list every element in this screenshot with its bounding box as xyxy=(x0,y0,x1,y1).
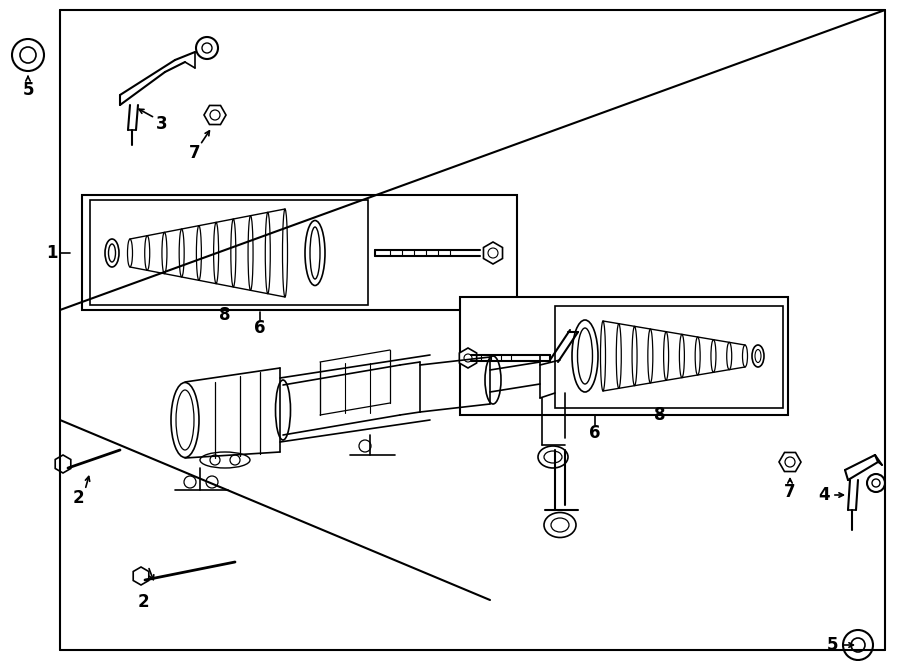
Ellipse shape xyxy=(266,212,270,293)
Ellipse shape xyxy=(544,451,562,463)
Ellipse shape xyxy=(726,342,732,369)
Ellipse shape xyxy=(711,340,716,372)
Bar xyxy=(460,297,788,415)
Ellipse shape xyxy=(176,390,194,450)
Text: 8: 8 xyxy=(220,306,230,324)
Ellipse shape xyxy=(752,345,764,367)
Ellipse shape xyxy=(109,244,115,262)
Circle shape xyxy=(785,457,795,467)
Ellipse shape xyxy=(648,329,652,383)
Ellipse shape xyxy=(305,221,325,286)
Ellipse shape xyxy=(105,239,119,267)
Ellipse shape xyxy=(742,345,748,367)
Ellipse shape xyxy=(578,328,592,384)
Ellipse shape xyxy=(632,327,637,385)
Circle shape xyxy=(20,47,36,63)
Circle shape xyxy=(184,476,196,488)
Circle shape xyxy=(359,440,371,452)
Ellipse shape xyxy=(600,321,606,391)
Text: 8: 8 xyxy=(654,406,666,424)
Ellipse shape xyxy=(128,239,132,267)
Ellipse shape xyxy=(538,446,568,468)
Ellipse shape xyxy=(200,452,250,468)
Circle shape xyxy=(206,476,218,488)
Text: 6: 6 xyxy=(254,319,266,337)
Circle shape xyxy=(230,455,240,465)
Ellipse shape xyxy=(485,356,501,404)
Circle shape xyxy=(12,39,44,71)
Circle shape xyxy=(210,455,220,465)
Text: 2: 2 xyxy=(72,489,84,507)
Text: 5: 5 xyxy=(22,81,34,99)
Circle shape xyxy=(464,354,472,362)
Text: 7: 7 xyxy=(189,144,201,162)
Ellipse shape xyxy=(663,332,669,380)
Ellipse shape xyxy=(196,225,202,280)
Ellipse shape xyxy=(867,474,885,492)
Text: 1: 1 xyxy=(46,244,58,262)
Ellipse shape xyxy=(213,222,219,284)
Ellipse shape xyxy=(275,380,291,440)
Text: 3: 3 xyxy=(157,115,167,133)
Ellipse shape xyxy=(283,209,287,297)
Ellipse shape xyxy=(145,236,149,270)
Bar xyxy=(90,200,368,305)
Ellipse shape xyxy=(202,43,212,53)
Ellipse shape xyxy=(162,232,166,274)
Text: 6: 6 xyxy=(590,424,601,442)
Circle shape xyxy=(488,248,498,258)
Ellipse shape xyxy=(171,383,199,457)
Ellipse shape xyxy=(695,337,700,375)
Ellipse shape xyxy=(551,518,569,532)
Circle shape xyxy=(210,110,220,120)
Ellipse shape xyxy=(572,320,598,392)
Ellipse shape xyxy=(248,215,253,290)
Ellipse shape xyxy=(616,324,621,388)
Ellipse shape xyxy=(310,227,320,279)
Ellipse shape xyxy=(872,479,880,487)
Text: 4: 4 xyxy=(818,486,830,504)
Text: 5: 5 xyxy=(827,636,839,654)
Ellipse shape xyxy=(544,512,576,537)
Ellipse shape xyxy=(680,334,684,377)
Ellipse shape xyxy=(230,219,236,287)
Ellipse shape xyxy=(755,350,761,362)
Ellipse shape xyxy=(179,229,184,277)
Ellipse shape xyxy=(196,37,218,59)
Text: 7: 7 xyxy=(784,483,796,501)
Bar xyxy=(82,195,517,310)
Text: 2: 2 xyxy=(137,593,148,611)
Circle shape xyxy=(843,630,873,660)
Bar xyxy=(555,306,783,408)
Circle shape xyxy=(851,638,865,652)
